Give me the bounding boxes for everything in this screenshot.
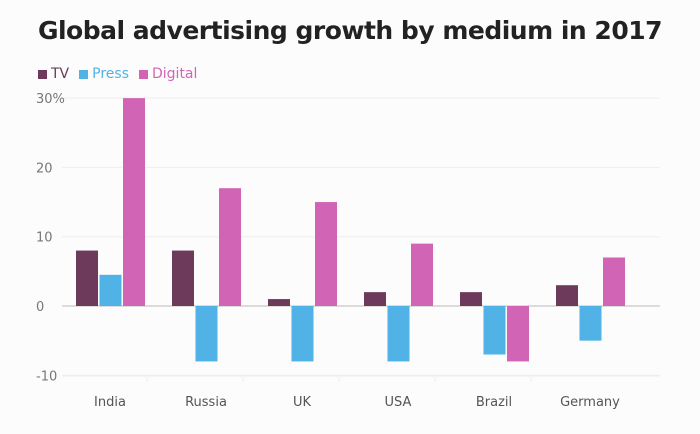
bar-digital-usa <box>411 243 433 306</box>
y-tick-label: 0 <box>36 300 44 315</box>
x-tick-label: USA <box>385 395 412 410</box>
bar-press-germany <box>579 306 602 341</box>
bar-digital-india <box>123 98 145 306</box>
legend: TV Press Digital <box>38 66 197 82</box>
legend-label-tv: TV <box>51 66 70 82</box>
x-tick-label: Brazil <box>476 395 512 410</box>
bar-digital-russia <box>219 188 241 306</box>
bar-digital-brazil <box>507 306 529 362</box>
bar-press-india <box>99 274 122 306</box>
bar-tv-usa <box>364 292 386 306</box>
bar-press-brazil <box>483 306 506 355</box>
y-tick-label: 20 <box>36 161 53 176</box>
legend-swatch-tv <box>38 69 47 79</box>
legend-item-digital: Digital <box>139 66 197 82</box>
y-tick-label: -10 <box>36 369 57 384</box>
bar-digital-uk <box>315 202 337 306</box>
bar-tv-brazil <box>460 292 482 306</box>
x-tick-label: Germany <box>560 395 620 410</box>
x-tick-label: UK <box>293 395 312 410</box>
bar-tv-germany <box>556 285 578 306</box>
bar-tv-india <box>76 250 98 306</box>
legend-item-tv: TV <box>38 66 69 82</box>
legend-swatch-press <box>79 69 89 79</box>
legend-item-press: Press <box>79 66 129 82</box>
bar-tv-russia <box>172 250 194 306</box>
y-tick-label: 30% <box>36 92 65 107</box>
bar-tv-uk <box>268 299 290 306</box>
bar-press-russia <box>195 306 218 362</box>
x-tick-label: Russia <box>185 395 227 410</box>
x-tick-label: India <box>94 395 126 410</box>
legend-label-press: Press <box>92 66 129 82</box>
bar-digital-germany <box>603 257 625 306</box>
legend-swatch-digital <box>139 69 148 79</box>
y-tick-label: 10 <box>36 231 53 246</box>
chart-title: Global advertising growth by medium in 2… <box>37 16 663 45</box>
bar-press-uk <box>291 306 314 362</box>
legend-label-digital: Digital <box>152 66 198 82</box>
bar-press-usa <box>387 306 410 362</box>
